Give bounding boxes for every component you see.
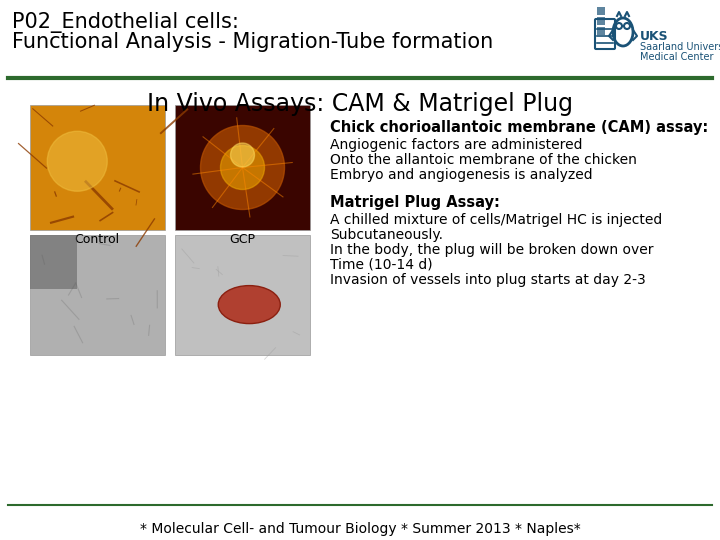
- Circle shape: [230, 143, 254, 167]
- Text: Subcutaneously.: Subcutaneously.: [330, 228, 443, 242]
- Text: P02_Endothelial cells:: P02_Endothelial cells:: [12, 12, 239, 33]
- Bar: [597, 17, 605, 25]
- Bar: [597, 7, 605, 15]
- Text: * Molecular Cell- and Tumour Biology * Summer 2013 * Naples*: * Molecular Cell- and Tumour Biology * S…: [140, 522, 580, 536]
- Text: Chick chorioallantoic membrane (CAM) assay:: Chick chorioallantoic membrane (CAM) ass…: [330, 120, 708, 135]
- Bar: [175, 105, 310, 230]
- Circle shape: [48, 131, 107, 191]
- Text: Invasion of vessels into plug starts at day 2-3: Invasion of vessels into plug starts at …: [330, 273, 646, 287]
- Text: Angiogenic factors are administered: Angiogenic factors are administered: [330, 138, 582, 152]
- Ellipse shape: [218, 286, 280, 323]
- Text: In the body, the plug will be broken down over: In the body, the plug will be broken dow…: [330, 243, 654, 257]
- Bar: [30, 235, 77, 289]
- Text: Functional Analysis - Migration-Tube formation: Functional Analysis - Migration-Tube for…: [12, 32, 493, 52]
- Text: Control: Control: [74, 233, 120, 246]
- Bar: [30, 105, 165, 230]
- Bar: [30, 235, 165, 355]
- Text: UKS: UKS: [640, 30, 669, 43]
- Text: Saarland University: Saarland University: [640, 42, 720, 52]
- Text: Embryo and angiogenesis is analyzed: Embryo and angiogenesis is analyzed: [330, 168, 593, 182]
- Bar: [175, 235, 310, 355]
- Text: A chilled mixture of cells/Matrigel HC is injected: A chilled mixture of cells/Matrigel HC i…: [330, 213, 662, 227]
- Text: Matrigel Plug Assay:: Matrigel Plug Assay:: [330, 195, 500, 210]
- Circle shape: [220, 145, 264, 190]
- Bar: [597, 27, 605, 35]
- Text: Onto the allantoic membrane of the chicken: Onto the allantoic membrane of the chick…: [330, 153, 637, 167]
- Text: Medical Center: Medical Center: [640, 52, 714, 62]
- Text: In Vivo Assays: CAM & Matrigel Plug: In Vivo Assays: CAM & Matrigel Plug: [147, 92, 573, 116]
- Circle shape: [200, 125, 284, 210]
- Text: GCP: GCP: [229, 233, 255, 246]
- Text: Time (10-14 d): Time (10-14 d): [330, 258, 433, 272]
